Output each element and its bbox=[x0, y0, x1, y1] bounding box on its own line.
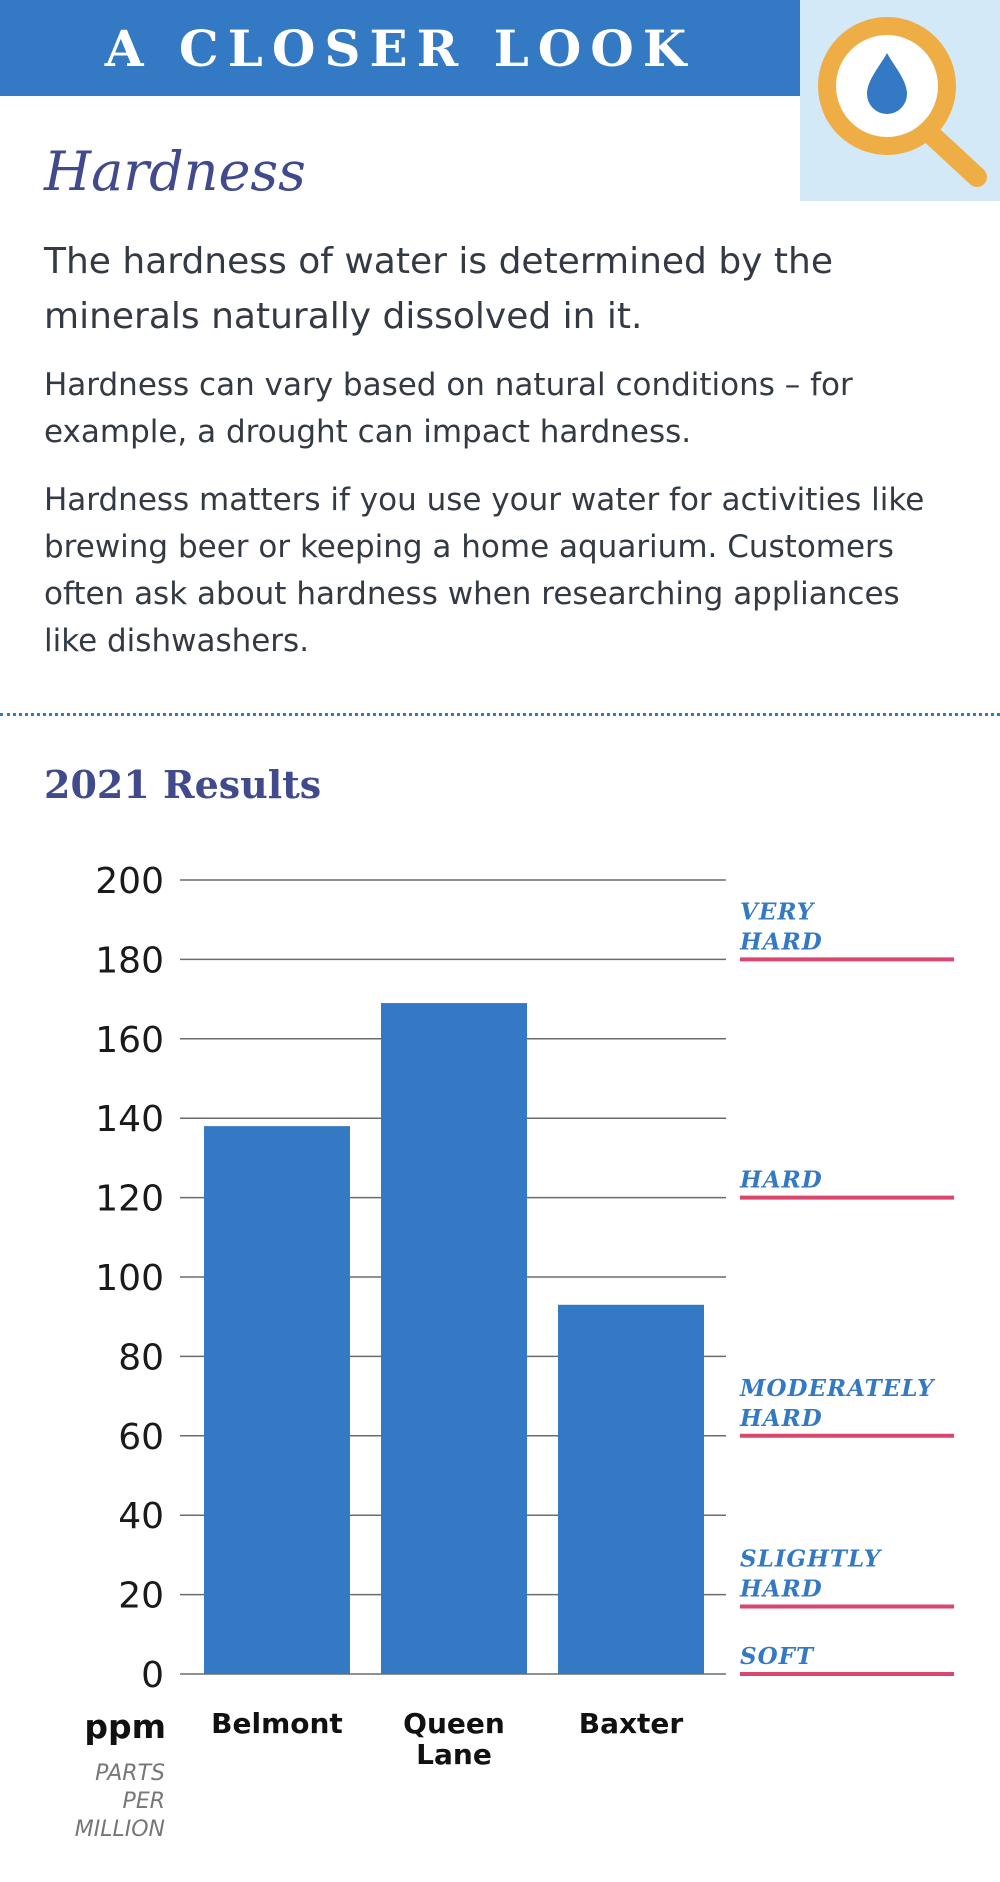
unit-subtitle: MILLION bbox=[75, 1817, 165, 1842]
hardness-bar-chart: 0 20 40 60 80 100 120 140 160 180 200 Belmont QueenL… bbox=[75, 861, 954, 1842]
results-title: 2021 Results bbox=[44, 762, 322, 807]
y-tick-label: 120 bbox=[95, 1179, 164, 1220]
unit-label: ppm bbox=[84, 1707, 166, 1746]
threshold-label: SOFT bbox=[740, 1643, 815, 1670]
bar bbox=[204, 1126, 350, 1674]
bar bbox=[381, 1003, 527, 1674]
magnifier-water-drop-icon bbox=[818, 17, 987, 187]
y-tick-label: 20 bbox=[118, 1576, 164, 1617]
unit-subtitle: PARTS bbox=[95, 1761, 165, 1786]
threshold-label: HARD bbox=[739, 1167, 823, 1194]
section-title: Hardness bbox=[44, 140, 306, 203]
banner: A CLOSER LOOK bbox=[0, 0, 800, 96]
bar bbox=[558, 1304, 704, 1674]
dotted-divider bbox=[0, 713, 1000, 716]
y-tick-label: 100 bbox=[95, 1258, 164, 1299]
y-tick-label: 200 bbox=[95, 861, 164, 902]
x-category-label: Baxter bbox=[579, 1707, 684, 1740]
threshold-label: VERY bbox=[740, 898, 816, 925]
y-tick-label: 0 bbox=[141, 1655, 164, 1696]
threshold-label: HARD bbox=[739, 1576, 823, 1603]
lead-paragraph: The hardness of water is determined by t… bbox=[44, 241, 834, 337]
y-tick-label: 140 bbox=[95, 1099, 164, 1140]
icon-panel bbox=[800, 0, 1000, 201]
body-paragraph: Hardness can vary based on natural condi… bbox=[44, 367, 853, 450]
unit-subtitle: PER bbox=[123, 1789, 165, 1814]
x-category-label: Belmont bbox=[211, 1707, 343, 1740]
threshold-label: SLIGHTLY bbox=[740, 1546, 883, 1573]
x-category-label: Lane bbox=[416, 1738, 492, 1771]
body-paragraph: Hardness matters if you use your water f… bbox=[44, 482, 925, 659]
threshold-label: HARD bbox=[739, 928, 823, 955]
banner-title: A CLOSER LOOK bbox=[104, 18, 696, 78]
y-tick-label: 160 bbox=[95, 1020, 164, 1061]
y-tick-label: 180 bbox=[95, 940, 164, 981]
threshold-label: MODERATELY bbox=[739, 1375, 936, 1402]
y-tick-label: 60 bbox=[118, 1417, 164, 1458]
threshold-label: HARD bbox=[739, 1405, 823, 1432]
y-tick-label: 80 bbox=[118, 1337, 164, 1378]
x-category-label: Queen bbox=[403, 1707, 505, 1740]
y-tick-label: 40 bbox=[118, 1496, 164, 1537]
